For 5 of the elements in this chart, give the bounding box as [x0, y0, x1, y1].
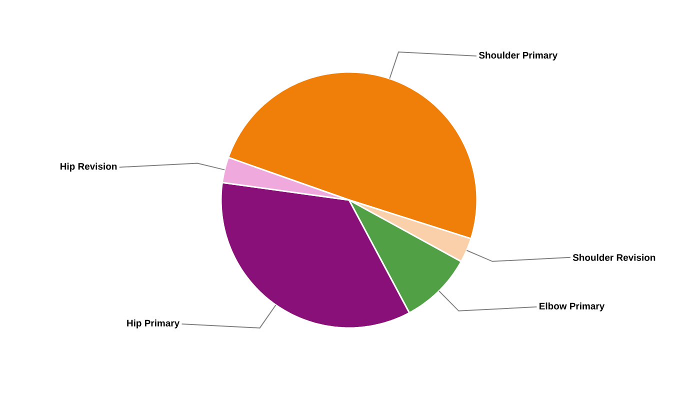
slice-label: Shoulder Primary	[478, 52, 558, 60]
slice-label: Hip Revision	[60, 162, 117, 172]
slice-label: Shoulder Revision	[572, 254, 656, 261]
slice-label: Hip Primary	[127, 320, 180, 328]
slice-label: Elbow Primary	[540, 302, 605, 312]
